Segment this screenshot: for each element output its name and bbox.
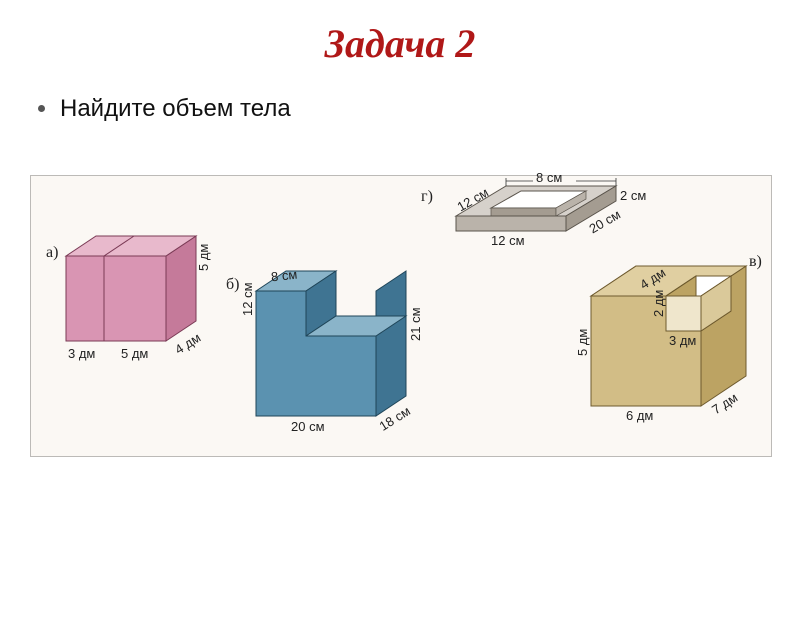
shape-v-label: в) [749, 253, 762, 271]
shape-a-dim-w1: 3 дм [68, 346, 95, 361]
shape-b-label: б) [226, 276, 239, 294]
shape-b-dim-basew: 20 см [291, 419, 325, 434]
title: Задача 2 [0, 20, 800, 67]
shape-v-dim-h: 5 дм [575, 329, 590, 356]
shape-a-dim-h: 5 дм [196, 244, 211, 271]
shape-b: б) 8 см 12 см 21 см 20 см 18 см [226, 236, 426, 451]
shape-g-dim-innerw: 8 см [536, 170, 562, 185]
shape-v-dim-nh: 2 дм [651, 290, 666, 317]
shape-v: в) 5 дм 2 дм 4 дм 3 дм 6 дм 7 дм [571, 251, 771, 446]
shape-g-dim-outerw: 12 см [491, 233, 525, 248]
shape-a-svg [46, 226, 216, 386]
shape-a-dim-w2: 5 дм [121, 346, 148, 361]
subtitle: Найдите объем тела [60, 95, 800, 123]
shape-g-dim-t: 2 см [620, 188, 646, 203]
shape-v-dim-nw: 3 дм [669, 333, 696, 348]
subtitle-text: Найдите объем тела [60, 95, 291, 122]
figure-container: а) 3 дм 5 дм 4 дм 5 дм б) 8 см 12 [30, 175, 772, 457]
title-text: Задача 2 [325, 21, 476, 66]
shape-a-label: а) [46, 244, 58, 262]
shape-b-dim-totalh: 21 см [408, 307, 423, 341]
shape-b-dim-stepw: 8 см [270, 267, 298, 285]
shape-g-label: г) [421, 188, 433, 206]
bullet-icon [38, 105, 45, 112]
shape-v-dim-w: 6 дм [626, 408, 653, 423]
shape-a: а) 3 дм 5 дм 4 дм 5 дм [46, 226, 216, 391]
shape-b-dim-steph: 12 см [240, 282, 255, 316]
